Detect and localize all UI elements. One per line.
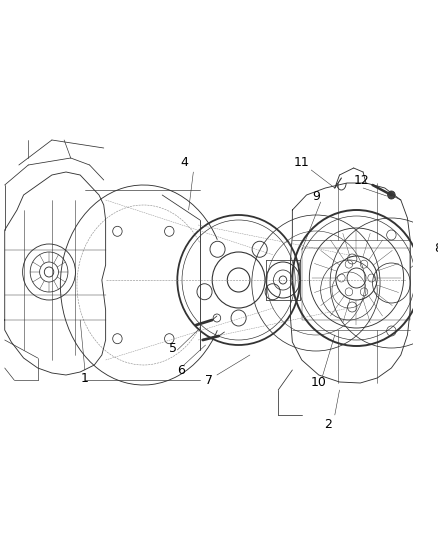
Circle shape xyxy=(388,191,395,199)
Text: 7: 7 xyxy=(205,374,213,386)
Text: 2: 2 xyxy=(324,418,332,432)
Text: 12: 12 xyxy=(353,174,369,187)
Text: 11: 11 xyxy=(294,156,310,168)
Text: 8: 8 xyxy=(434,241,438,254)
Text: 6: 6 xyxy=(177,364,185,376)
Text: 10: 10 xyxy=(311,376,327,389)
Text: 4: 4 xyxy=(180,156,188,168)
Text: 5: 5 xyxy=(169,342,177,354)
Text: 1: 1 xyxy=(81,372,89,384)
Text: 9: 9 xyxy=(312,190,320,203)
